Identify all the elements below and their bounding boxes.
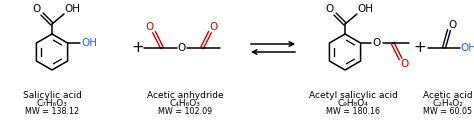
- Text: OH: OH: [460, 43, 474, 53]
- Text: Acetic acid: Acetic acid: [423, 90, 473, 99]
- Text: Acetyl salicylic acid: Acetyl salicylic acid: [309, 90, 397, 99]
- Text: O: O: [449, 20, 457, 30]
- Text: MW = 138.12: MW = 138.12: [25, 108, 79, 117]
- Text: C₂H₄O₂: C₂H₄O₂: [433, 99, 464, 108]
- Text: MW = 180.16: MW = 180.16: [326, 108, 380, 117]
- Text: MW = 102.09: MW = 102.09: [158, 108, 212, 117]
- Text: O: O: [326, 4, 334, 14]
- Text: MW = 60.05: MW = 60.05: [423, 108, 473, 117]
- Text: C₉H₈O₄: C₉H₈O₄: [337, 99, 368, 108]
- Text: OH: OH: [64, 4, 80, 14]
- Text: C₄H₆O₃: C₄H₆O₃: [170, 99, 201, 108]
- Text: O: O: [33, 4, 41, 14]
- Text: +: +: [414, 41, 427, 55]
- Text: O: O: [373, 38, 381, 48]
- Text: Acetic anhydride: Acetic anhydride: [146, 90, 223, 99]
- Text: OH: OH: [357, 4, 373, 14]
- Text: C₇H₆O₃: C₇H₆O₃: [36, 99, 67, 108]
- Text: O: O: [146, 22, 154, 32]
- Text: O: O: [401, 59, 409, 69]
- Text: O: O: [210, 22, 218, 32]
- Text: O: O: [178, 43, 186, 53]
- Text: Salicylic acid: Salicylic acid: [23, 90, 82, 99]
- Text: +: +: [132, 41, 145, 55]
- Text: OH: OH: [82, 38, 98, 48]
